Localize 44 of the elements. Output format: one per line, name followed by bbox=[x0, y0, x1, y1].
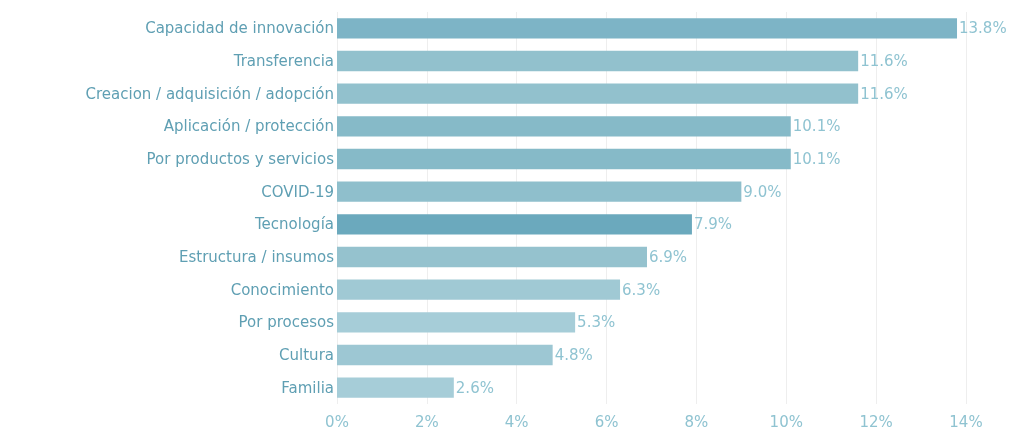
data-label: 7.9% bbox=[693, 215, 733, 234]
bar bbox=[337, 181, 742, 202]
bar bbox=[337, 18, 958, 39]
x-tick-label: 12% bbox=[859, 412, 893, 431]
y-tick-label: COVID-19 bbox=[261, 182, 334, 201]
data-label: 11.6% bbox=[860, 52, 908, 70]
bar bbox=[337, 148, 791, 170]
data-label: 13.8% bbox=[959, 19, 1007, 38]
bar bbox=[337, 50, 859, 72]
y-tick-label: Por procesos bbox=[238, 313, 335, 332]
bar bbox=[337, 83, 859, 104]
bar bbox=[337, 116, 791, 137]
y-tick-label: Estructura / insumos bbox=[178, 248, 335, 266]
bar bbox=[337, 312, 576, 333]
x-tick-label: 6% bbox=[594, 412, 619, 431]
x-tick-label: 4% bbox=[504, 412, 529, 431]
x-tick-label: 0% bbox=[325, 412, 349, 431]
x-tick-label: 14% bbox=[949, 412, 983, 431]
bar bbox=[337, 214, 692, 235]
x-tick-label: 8% bbox=[684, 412, 709, 431]
x-tick-label: 2% bbox=[414, 412, 439, 431]
y-tick-label: Creacion / adquisición / adopción bbox=[85, 84, 334, 103]
data-label: 2.6% bbox=[455, 378, 494, 397]
y-tick-label: Por productos y servicios bbox=[146, 150, 335, 168]
x-tick-label: 10% bbox=[769, 412, 803, 431]
bar bbox=[337, 246, 648, 268]
data-label: 10.1% bbox=[792, 150, 841, 168]
y-tick-label: Tecnología bbox=[254, 215, 334, 234]
data-label: 10.1% bbox=[792, 117, 841, 136]
y-tick-label: Transferencia bbox=[232, 52, 334, 70]
data-label: 6.9% bbox=[649, 248, 688, 266]
y-tick-label: Conocimiento bbox=[230, 280, 334, 299]
data-label: 5.3% bbox=[577, 313, 616, 332]
y-tick-label: Familia bbox=[281, 378, 334, 397]
y-tick-label: Capacidad de innovación bbox=[145, 19, 334, 38]
data-label: 6.3% bbox=[622, 280, 661, 299]
bar bbox=[337, 279, 621, 300]
data-label: 11.6% bbox=[860, 84, 908, 103]
bar bbox=[337, 344, 553, 366]
bar bbox=[337, 377, 454, 398]
y-tick-label: Aplicación / protección bbox=[163, 117, 334, 136]
y-tick-label: Cultura bbox=[279, 346, 334, 364]
data-label: 4.8% bbox=[554, 346, 593, 364]
data-label: 9.0% bbox=[743, 182, 782, 201]
